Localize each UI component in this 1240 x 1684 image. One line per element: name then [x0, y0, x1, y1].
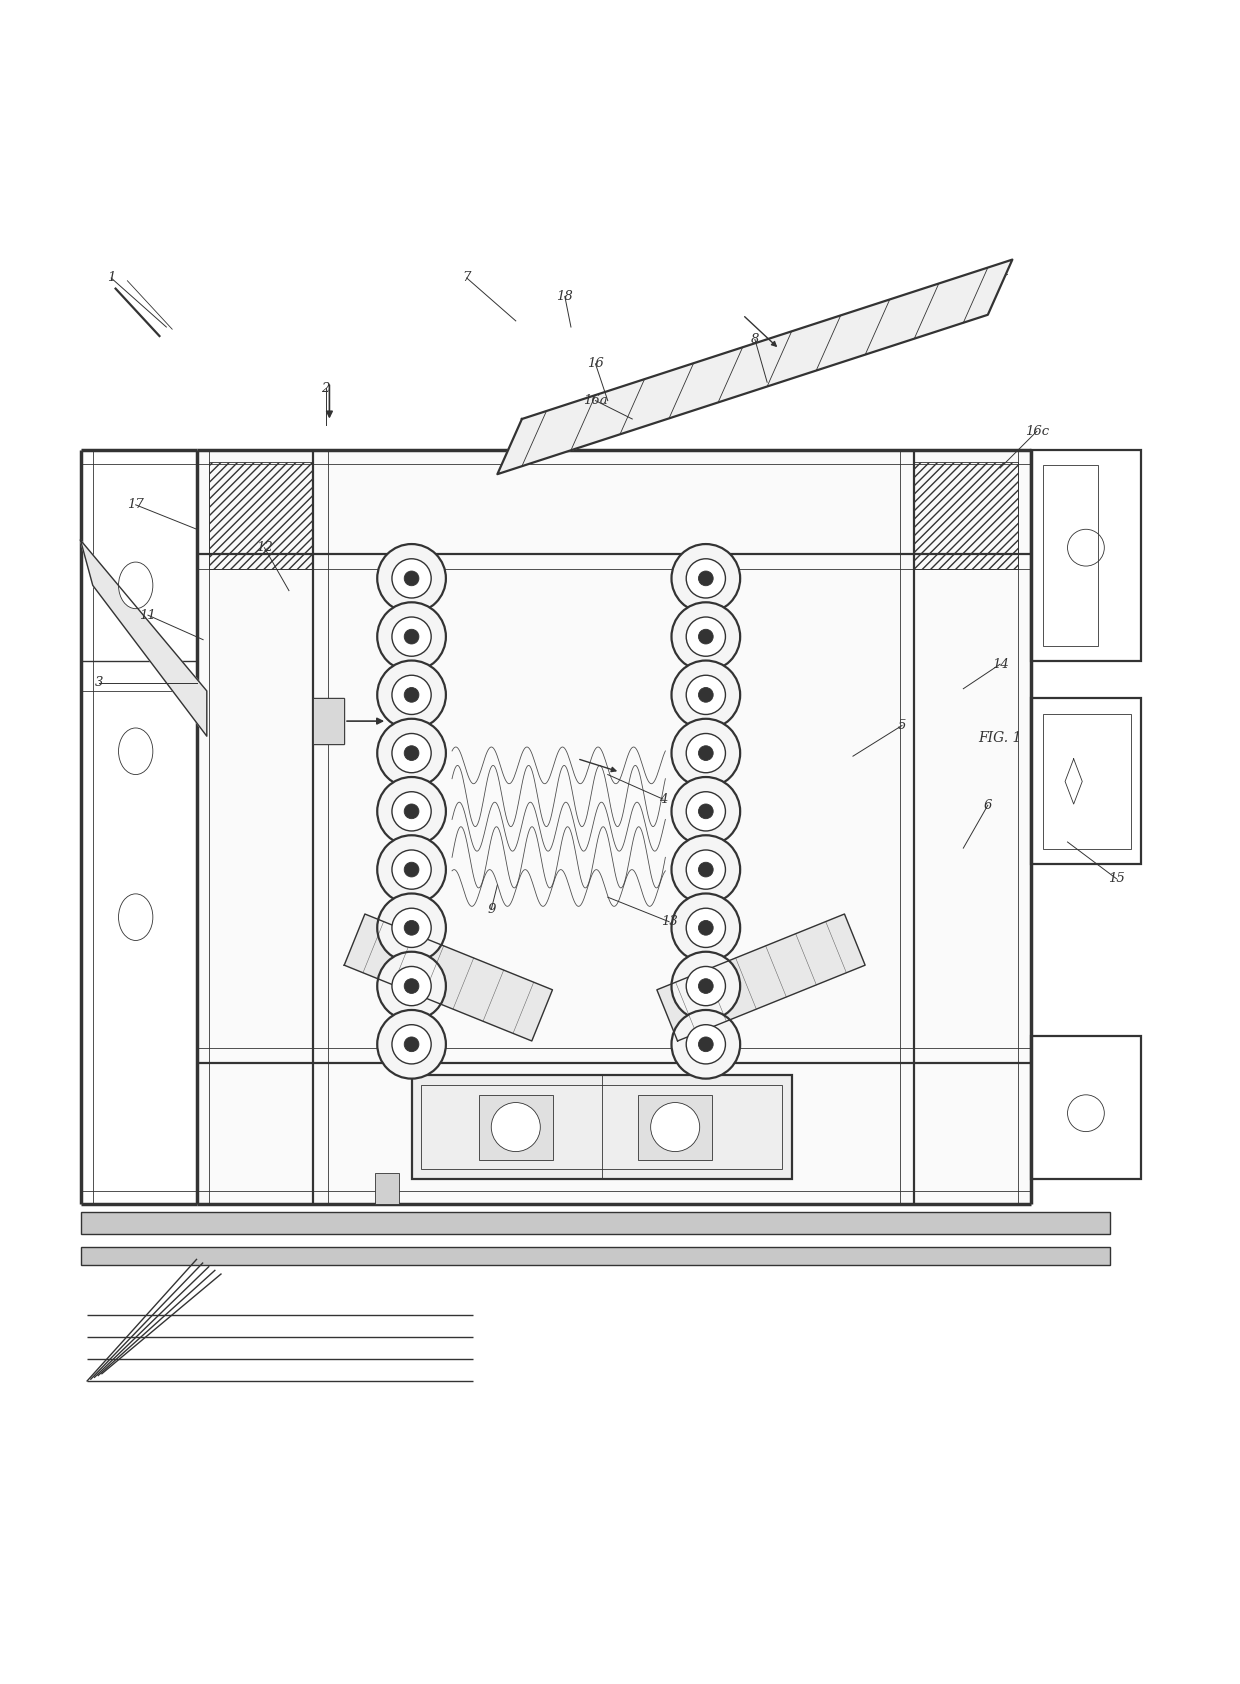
Circle shape: [686, 791, 725, 830]
Text: 3: 3: [94, 675, 103, 689]
Circle shape: [404, 687, 419, 702]
Text: 1: 1: [107, 271, 115, 285]
Bar: [374, 1174, 399, 1204]
Circle shape: [686, 850, 725, 889]
Circle shape: [404, 630, 419, 643]
Text: 17: 17: [128, 498, 144, 512]
Bar: [639, 1095, 712, 1160]
Ellipse shape: [119, 727, 153, 775]
Circle shape: [377, 776, 446, 845]
Circle shape: [404, 978, 419, 994]
Circle shape: [686, 616, 725, 657]
Text: 16a: 16a: [583, 394, 608, 408]
Circle shape: [698, 921, 713, 935]
Text: 9: 9: [487, 903, 496, 916]
Circle shape: [686, 559, 725, 598]
Text: 5: 5: [898, 719, 906, 733]
Circle shape: [404, 921, 419, 935]
Ellipse shape: [119, 562, 153, 608]
Circle shape: [698, 803, 713, 818]
Polygon shape: [497, 259, 1012, 475]
Text: 16: 16: [587, 357, 604, 370]
Circle shape: [686, 675, 725, 714]
Circle shape: [698, 687, 713, 702]
Circle shape: [491, 1103, 541, 1152]
Circle shape: [392, 1024, 432, 1064]
Circle shape: [377, 660, 446, 729]
Bar: [412, 1074, 791, 1179]
Circle shape: [392, 734, 432, 773]
Polygon shape: [345, 914, 553, 1041]
Circle shape: [698, 862, 713, 877]
Circle shape: [377, 894, 446, 962]
Circle shape: [377, 603, 446, 670]
Circle shape: [698, 746, 713, 761]
Bar: [1043, 465, 1099, 645]
Bar: [1030, 699, 1141, 864]
Bar: [197, 450, 1030, 1204]
Circle shape: [404, 571, 419, 586]
Circle shape: [392, 559, 432, 598]
Text: 12: 12: [255, 541, 273, 554]
Circle shape: [392, 967, 432, 1005]
Circle shape: [686, 734, 725, 773]
Circle shape: [392, 850, 432, 889]
Circle shape: [392, 616, 432, 657]
Text: 14: 14: [992, 658, 1008, 670]
Bar: [1043, 714, 1131, 849]
Bar: [1030, 1036, 1141, 1179]
Text: 16c: 16c: [1024, 424, 1049, 438]
Circle shape: [377, 1010, 446, 1079]
Bar: [210, 461, 314, 569]
Text: 7: 7: [463, 271, 471, 285]
Ellipse shape: [119, 894, 153, 940]
Circle shape: [404, 803, 419, 818]
Text: 6: 6: [983, 798, 992, 812]
Bar: [422, 1084, 782, 1169]
Text: 4: 4: [658, 793, 667, 805]
Circle shape: [377, 544, 446, 613]
Circle shape: [698, 1037, 713, 1052]
Text: 13: 13: [661, 914, 677, 928]
Polygon shape: [81, 541, 207, 736]
Circle shape: [377, 719, 446, 788]
Circle shape: [672, 776, 740, 845]
Text: 8: 8: [750, 333, 759, 345]
Bar: [314, 699, 345, 744]
Bar: [81, 1212, 1111, 1234]
Bar: [81, 1246, 1111, 1265]
Text: 18: 18: [557, 290, 573, 303]
Text: 2: 2: [321, 382, 330, 394]
Text: 11: 11: [140, 608, 156, 621]
Circle shape: [672, 660, 740, 729]
Circle shape: [377, 951, 446, 1021]
Bar: [479, 1095, 553, 1160]
Bar: [914, 461, 1018, 569]
Circle shape: [672, 835, 740, 904]
Polygon shape: [657, 914, 866, 1041]
Text: FIG. 1: FIG. 1: [978, 731, 1022, 744]
Circle shape: [672, 544, 740, 613]
Circle shape: [404, 862, 419, 877]
Circle shape: [392, 791, 432, 830]
Bar: [1030, 450, 1141, 660]
Circle shape: [392, 675, 432, 714]
Circle shape: [404, 746, 419, 761]
Circle shape: [392, 908, 432, 948]
Text: 15: 15: [1109, 872, 1125, 886]
Circle shape: [686, 967, 725, 1005]
Circle shape: [698, 571, 713, 586]
Circle shape: [698, 630, 713, 643]
Circle shape: [672, 603, 740, 670]
Circle shape: [377, 835, 446, 904]
Circle shape: [686, 908, 725, 948]
Circle shape: [672, 719, 740, 788]
Circle shape: [404, 1037, 419, 1052]
Circle shape: [672, 951, 740, 1021]
Circle shape: [672, 1010, 740, 1079]
Circle shape: [686, 1024, 725, 1064]
Circle shape: [698, 978, 713, 994]
Circle shape: [651, 1103, 699, 1152]
Circle shape: [672, 894, 740, 962]
